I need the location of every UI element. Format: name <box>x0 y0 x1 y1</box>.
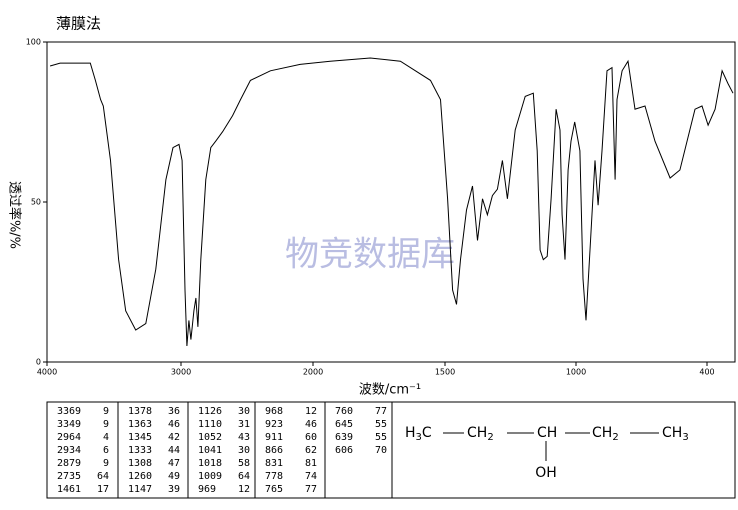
peak-wavenumber: 3349 <box>57 419 81 430</box>
peak-wavenumber: 2964 <box>57 432 81 443</box>
peak-transmittance: 77 <box>305 484 317 495</box>
subscript: 2 <box>612 432 618 443</box>
peak-wavenumber: 2934 <box>57 445 81 456</box>
peak-transmittance: 12 <box>238 484 250 495</box>
peak-transmittance: 46 <box>305 419 317 430</box>
peak-wavenumber: 1363 <box>128 419 152 430</box>
peak-transmittance: 9 <box>103 406 109 417</box>
peak-wavenumber: 866 <box>265 445 283 456</box>
peak-transmittance: 9 <box>103 458 109 469</box>
atom-label: C <box>422 425 432 441</box>
peak-wavenumber: 778 <box>265 471 283 482</box>
substituent: OH <box>535 465 557 481</box>
subscript: 2 <box>487 432 493 443</box>
peak-wavenumber: 765 <box>265 484 283 495</box>
x-tick-label: 2000 <box>303 368 323 377</box>
peak-wavenumber: 3369 <box>57 406 81 417</box>
atom-group: H3C <box>405 425 432 443</box>
peak-wavenumber: 968 <box>265 406 283 417</box>
peak-transmittance: 62 <box>305 445 317 456</box>
peak-wavenumber: 1009 <box>198 471 222 482</box>
atom-label: CH <box>662 425 682 441</box>
x-axis-label: 波数/cm⁻¹ <box>359 383 421 398</box>
atom-group: CH2 <box>467 425 494 443</box>
x-tick-label: 1000 <box>566 368 586 377</box>
peak-wavenumber: 911 <box>265 432 283 443</box>
peak-wavenumber: 1260 <box>128 471 152 482</box>
peak-transmittance: 70 <box>375 445 387 456</box>
y-tick-label: 100 <box>26 38 41 47</box>
table-frame <box>46 401 736 499</box>
peak-transmittance: 55 <box>375 432 387 443</box>
peak-wavenumber: 1345 <box>128 432 152 443</box>
x-tick-label: 4000 <box>37 368 57 377</box>
peak-transmittance: 31 <box>238 419 250 430</box>
peak-wavenumber: 1378 <box>128 406 152 417</box>
atom-label: CH <box>537 425 557 441</box>
peak-transmittance: 30 <box>238 445 250 456</box>
peak-transmittance: 77 <box>375 406 387 417</box>
peak-wavenumber: 645 <box>335 419 353 430</box>
peak-transmittance: 9 <box>103 419 109 430</box>
peak-transmittance: 47 <box>168 458 180 469</box>
peak-transmittance: 43 <box>238 432 250 443</box>
peak-wavenumber: 831 <box>265 458 283 469</box>
peak-wavenumber: 1018 <box>198 458 222 469</box>
peak-wavenumber: 1052 <box>198 432 222 443</box>
peak-transmittance: 64 <box>238 471 250 482</box>
atom-label: CH <box>592 425 612 441</box>
peak-transmittance: 39 <box>168 484 180 495</box>
peak-transmittance: 64 <box>97 471 109 482</box>
subscript: 3 <box>416 432 422 443</box>
peak-wavenumber: 1110 <box>198 419 222 430</box>
peak-transmittance: 36 <box>168 406 180 417</box>
peak-wavenumber: 1126 <box>198 406 222 417</box>
peak-transmittance: 81 <box>305 458 317 469</box>
x-tick-label: 1500 <box>435 368 455 377</box>
peak-wavenumber: 760 <box>335 406 353 417</box>
peak-wavenumber: 1333 <box>128 445 152 456</box>
peak-transmittance: 55 <box>375 419 387 430</box>
peak-transmittance: 60 <box>305 432 317 443</box>
watermark: 物竞数据库 <box>285 235 455 275</box>
peak-wavenumber: 2879 <box>57 458 81 469</box>
peak-transmittance: 49 <box>168 471 180 482</box>
peak-wavenumber: 1147 <box>128 484 152 495</box>
y-axis-label: 透过率%/% <box>7 181 23 249</box>
peak-wavenumber: 606 <box>335 445 353 456</box>
y-tick-label: 0 <box>36 358 41 367</box>
peak-transmittance: 30 <box>238 406 250 417</box>
peak-transmittance: 6 <box>103 445 109 456</box>
peak-wavenumber: 2735 <box>57 471 81 482</box>
peak-transmittance: 46 <box>168 419 180 430</box>
peak-transmittance: 4 <box>103 432 109 443</box>
chart-title: 薄膜法 <box>56 15 101 33</box>
y-tick-label: 50 <box>31 198 41 207</box>
peak-transmittance: 44 <box>168 445 180 456</box>
atom-group: CH2 <box>592 425 619 443</box>
peak-transmittance: 74 <box>305 471 317 482</box>
peak-transmittance: 58 <box>238 458 250 469</box>
x-tick-label: 3000 <box>171 368 191 377</box>
peak-wavenumber: 1461 <box>57 484 81 495</box>
peak-wavenumber: 923 <box>265 419 283 430</box>
peak-transmittance: 42 <box>168 432 180 443</box>
peak-transmittance: 17 <box>97 484 109 495</box>
atom-label: CH <box>467 425 487 441</box>
atom-group: CH3 <box>662 425 689 443</box>
peak-wavenumber: 639 <box>335 432 353 443</box>
peak-transmittance: 12 <box>305 406 317 417</box>
peak-wavenumber: 969 <box>198 484 216 495</box>
x-tick-label: 400 <box>699 368 714 377</box>
atom-label: H <box>405 425 416 441</box>
atom-group: CH <box>537 425 557 441</box>
spectrum-line <box>49 57 734 347</box>
subscript: 3 <box>682 432 688 443</box>
peak-wavenumber: 1308 <box>128 458 152 469</box>
peak-wavenumber: 1041 <box>198 445 222 456</box>
